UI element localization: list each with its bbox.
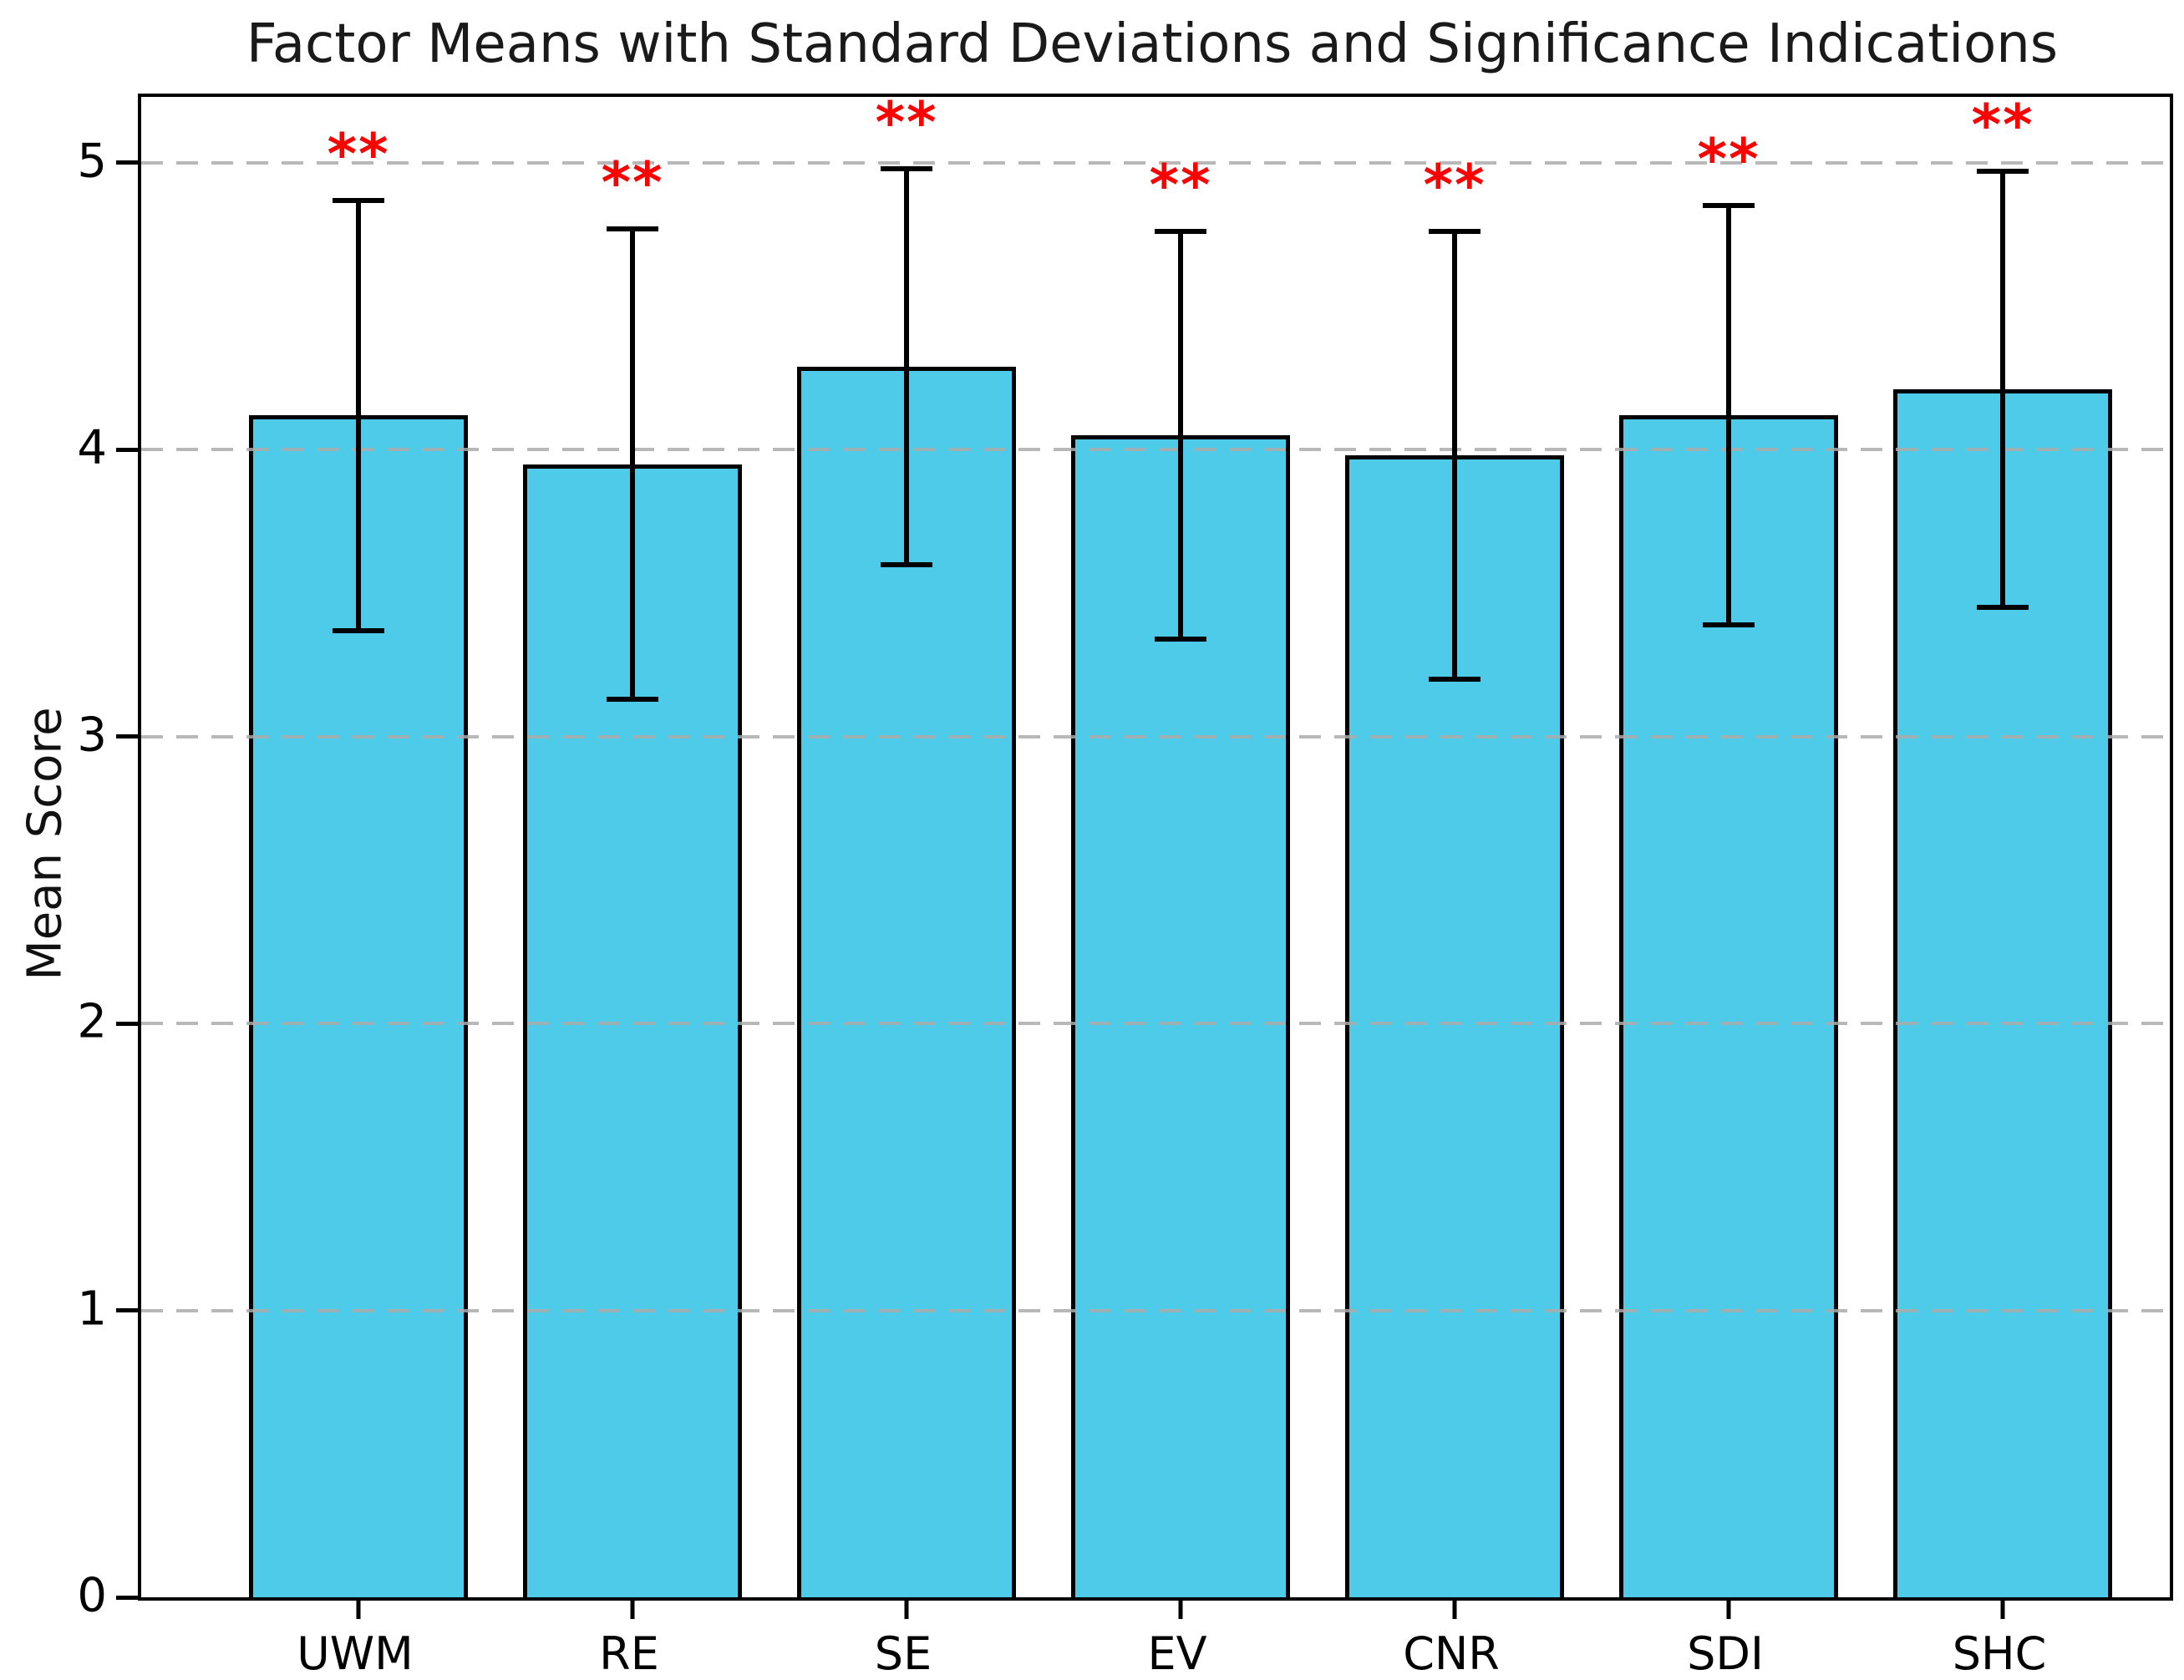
y-tick-mark-4 xyxy=(116,447,138,452)
error-cap-bottom xyxy=(333,627,384,633)
error-cap-top xyxy=(881,165,932,171)
y-tick-label-4: 4 xyxy=(77,420,107,475)
error-cap-bottom xyxy=(881,561,932,567)
significance-marker-se: ** xyxy=(875,89,938,156)
significance-marker-shc: ** xyxy=(1971,93,2034,160)
y-tick-label-3: 3 xyxy=(77,708,107,763)
significance-marker-ev: ** xyxy=(1149,153,1212,220)
y-tick-label-1: 1 xyxy=(77,1282,107,1337)
x-tick-mark-sdi xyxy=(1726,1601,1731,1619)
significance-marker-sdi: ** xyxy=(1697,127,1760,194)
error-stem xyxy=(1452,231,1457,680)
x-tick-mark-cnr xyxy=(1452,1601,1457,1619)
error-stem xyxy=(1726,206,1731,625)
error-stem xyxy=(904,168,909,565)
chart-title: Factor Means with Standard Deviations an… xyxy=(246,13,2059,75)
error-cap-bottom xyxy=(1155,637,1206,642)
error-stem xyxy=(630,228,635,700)
error-cap-top xyxy=(607,226,658,231)
y-tick-mark-3 xyxy=(116,734,138,739)
x-tick-mark-se xyxy=(904,1601,909,1619)
error-stem xyxy=(356,200,361,631)
error-cap-bottom xyxy=(1429,677,1481,683)
gridline-y3 xyxy=(141,734,2170,738)
significance-marker-cnr: ** xyxy=(1423,153,1486,220)
error-cap-top xyxy=(1703,203,1755,209)
error-cap-bottom xyxy=(1703,622,1755,627)
error-stem xyxy=(1178,231,1183,640)
x-tick-label-uwm: UWM xyxy=(297,1627,414,1680)
gridline-y5 xyxy=(141,160,2170,165)
error-cap-bottom xyxy=(1977,605,2029,611)
x-tick-mark-ev xyxy=(1178,1601,1183,1619)
x-tick-label-ev: EV xyxy=(1147,1627,1207,1680)
y-tick-label-2: 2 xyxy=(77,994,107,1049)
gridline-y4 xyxy=(141,448,2170,452)
x-tick-label-cnr: CNR xyxy=(1403,1627,1500,1680)
plot-area: ** ** ** ** ** ** ** xyxy=(116,89,2173,1619)
x-tick-label-shc: SHC xyxy=(1952,1627,2047,1680)
error-stem xyxy=(2000,171,2005,608)
y-tick-label-5: 5 xyxy=(77,134,107,189)
x-tick-mark-re xyxy=(630,1601,635,1619)
x-tick-label-sdi: SDI xyxy=(1687,1627,1764,1680)
gridline-y2 xyxy=(141,1022,2170,1026)
gridline-y1 xyxy=(141,1308,2170,1312)
x-tick-mark-shc xyxy=(2000,1601,2005,1619)
significance-marker-uwm: ** xyxy=(327,121,390,188)
x-tick-label-re: RE xyxy=(599,1627,659,1680)
y-tick-mark-0 xyxy=(116,1595,138,1600)
y-tick-mark-2 xyxy=(116,1021,138,1026)
error-cap-top xyxy=(333,197,384,203)
error-cap-top xyxy=(1429,229,1481,235)
y-tick-label-0: 0 xyxy=(77,1568,107,1623)
x-tick-mark-uwm xyxy=(356,1601,361,1619)
error-cap-top xyxy=(1977,169,2029,175)
x-tick-label-se: SE xyxy=(874,1627,932,1680)
y-tick-mark-5 xyxy=(116,160,138,165)
y-tick-mark-1 xyxy=(116,1308,138,1313)
error-cap-top xyxy=(1155,229,1206,235)
significance-marker-re: ** xyxy=(601,150,664,216)
bar-se xyxy=(797,366,1016,1597)
error-cap-bottom xyxy=(607,697,658,703)
